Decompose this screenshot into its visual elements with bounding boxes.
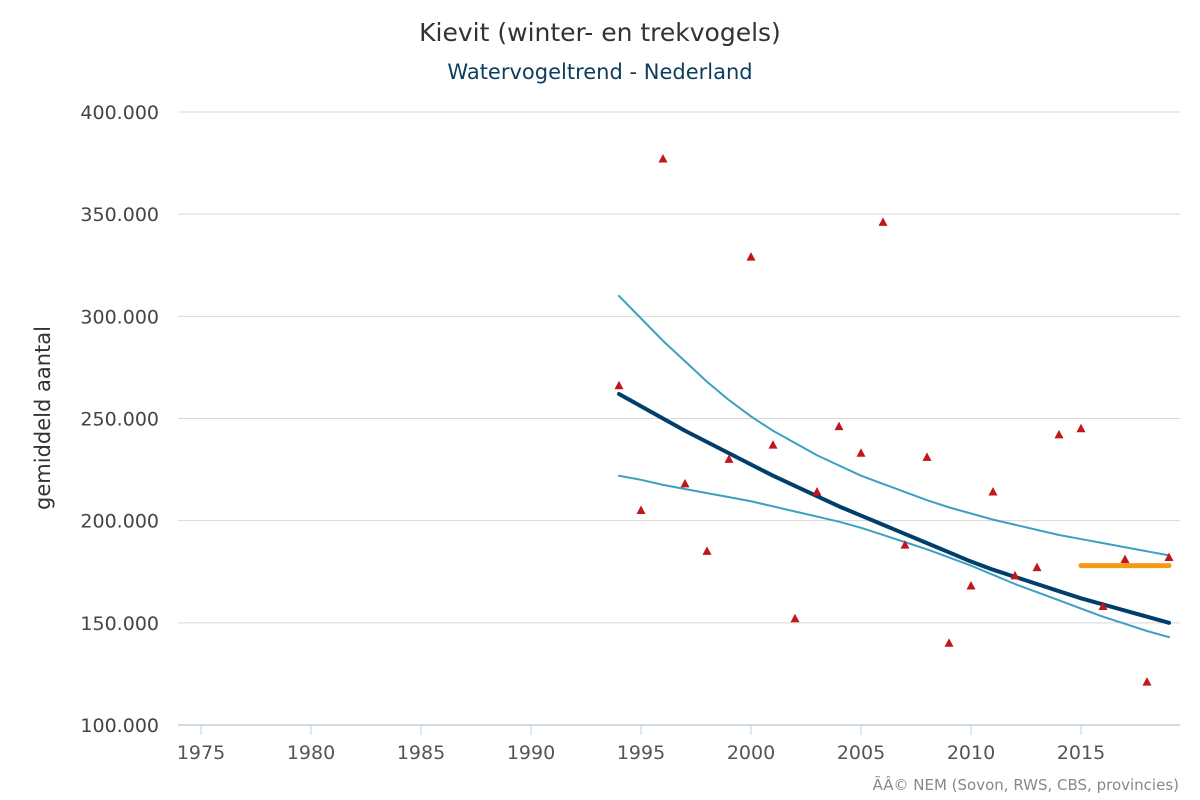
y-axis: 100.000 150.000 200.000 250.000 300.000 350.0… xyxy=(80,102,159,737)
y-tick-label: 350.000 xyxy=(80,204,159,226)
chart-subtitle: Watervogeltrend - Nederland xyxy=(447,60,752,84)
x-tick-label: 2005 xyxy=(837,742,885,764)
observed-point xyxy=(900,540,910,549)
y-tick-label: 200.000 xyxy=(80,511,159,533)
observed-point xyxy=(922,452,932,461)
observed-point xyxy=(768,440,778,449)
plot-series xyxy=(614,153,1174,686)
observed-point xyxy=(1010,570,1020,580)
observed-point xyxy=(988,487,998,496)
observed-point xyxy=(658,153,668,163)
y-axis-label: gemiddeld aantal xyxy=(31,326,55,510)
x-tick-label: 2015 xyxy=(1057,742,1105,764)
observed-point xyxy=(966,581,976,590)
observed-point xyxy=(790,613,800,623)
x-axis: 1975 1980 1985 1990 1995 2000 2005 2010 2015 xyxy=(177,724,1180,764)
observed-point xyxy=(944,638,954,647)
x-tick-label: 2010 xyxy=(947,742,995,764)
y-tick-label: 150.000 xyxy=(80,613,159,635)
observed-point xyxy=(724,454,734,463)
x-tick-label: 2000 xyxy=(727,742,775,764)
x-tick-label: 1975 xyxy=(177,742,225,764)
x-tick-label: 1980 xyxy=(287,742,335,764)
observed-point xyxy=(1076,423,1086,433)
observed-point xyxy=(1032,562,1042,572)
observed-point xyxy=(614,380,624,390)
observed-point xyxy=(812,487,822,496)
observed-point xyxy=(702,546,712,555)
trend-line xyxy=(617,391,1171,625)
observed-point xyxy=(1120,554,1130,563)
y-tick-label: 250.000 xyxy=(80,409,159,431)
observed-point xyxy=(1098,601,1108,610)
x-tick-label: 1990 xyxy=(507,742,555,764)
observed-point xyxy=(1054,429,1064,439)
chart-credits[interactable]: ÃÂ© NEM (Sovon, RWS, CBS, provincies) xyxy=(873,775,1179,794)
observed-point xyxy=(878,217,888,226)
x-tick-label: 1985 xyxy=(397,742,445,764)
observed-point xyxy=(834,421,844,431)
y-tick-label: 300.000 xyxy=(80,306,159,328)
observed-point xyxy=(680,478,690,488)
ci-upper-line xyxy=(618,294,1170,557)
x-tick-label: 1995 xyxy=(617,742,665,764)
observed-point xyxy=(1142,677,1152,686)
observed-point xyxy=(856,448,866,457)
observed-point xyxy=(746,252,756,261)
ci-lower-line xyxy=(618,474,1170,639)
observed-point xyxy=(1164,552,1174,561)
grid-lines xyxy=(178,111,1180,624)
chart-title: Kievit (winter- en trekvogels) xyxy=(419,18,781,47)
y-tick-label: 100.000 xyxy=(80,715,159,737)
observed-point xyxy=(636,505,646,514)
y-tick-label: 400.000 xyxy=(80,102,159,124)
